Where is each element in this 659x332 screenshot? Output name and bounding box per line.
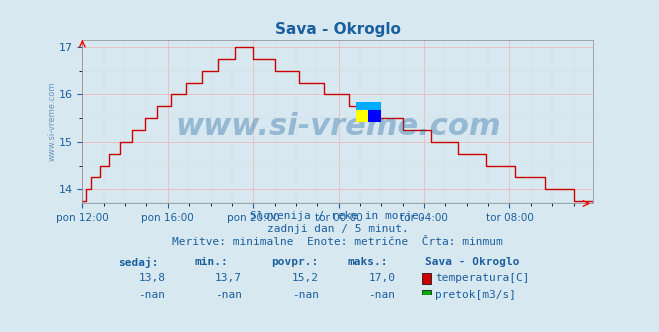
FancyBboxPatch shape [356,102,368,122]
Text: zadnji dan / 5 minut.: zadnji dan / 5 minut. [267,224,409,234]
Text: 15,2: 15,2 [292,273,319,284]
Text: -nan: -nan [368,290,395,300]
Text: 13,8: 13,8 [138,273,165,284]
Text: -nan: -nan [215,290,242,300]
Text: www.si-vreme.com: www.si-vreme.com [175,112,501,141]
FancyBboxPatch shape [368,102,381,122]
Text: www.si-vreme.com: www.si-vreme.com [47,82,56,161]
Text: -nan: -nan [138,290,165,300]
Text: temperatura[C]: temperatura[C] [435,273,529,284]
Text: povpr.:: povpr.: [272,257,318,267]
Text: Sava - Okroglo: Sava - Okroglo [424,257,519,267]
Title: Sava - Okroglo: Sava - Okroglo [275,22,401,37]
Text: min.:: min.: [195,257,229,267]
Text: Slovenija / reke in morje.: Slovenija / reke in morje. [250,211,426,221]
Text: -nan: -nan [292,290,319,300]
Text: Meritve: minimalne  Enote: metrične  Črta: minmum: Meritve: minimalne Enote: metrične Črta:… [173,237,503,247]
FancyBboxPatch shape [422,273,431,285]
Text: 13,7: 13,7 [215,273,242,284]
FancyBboxPatch shape [422,290,431,301]
Text: 17,0: 17,0 [368,273,395,284]
Text: maks.:: maks.: [348,257,388,267]
Text: pretok[m3/s]: pretok[m3/s] [435,290,516,300]
Text: sedaj:: sedaj: [118,257,159,268]
FancyBboxPatch shape [356,102,381,110]
